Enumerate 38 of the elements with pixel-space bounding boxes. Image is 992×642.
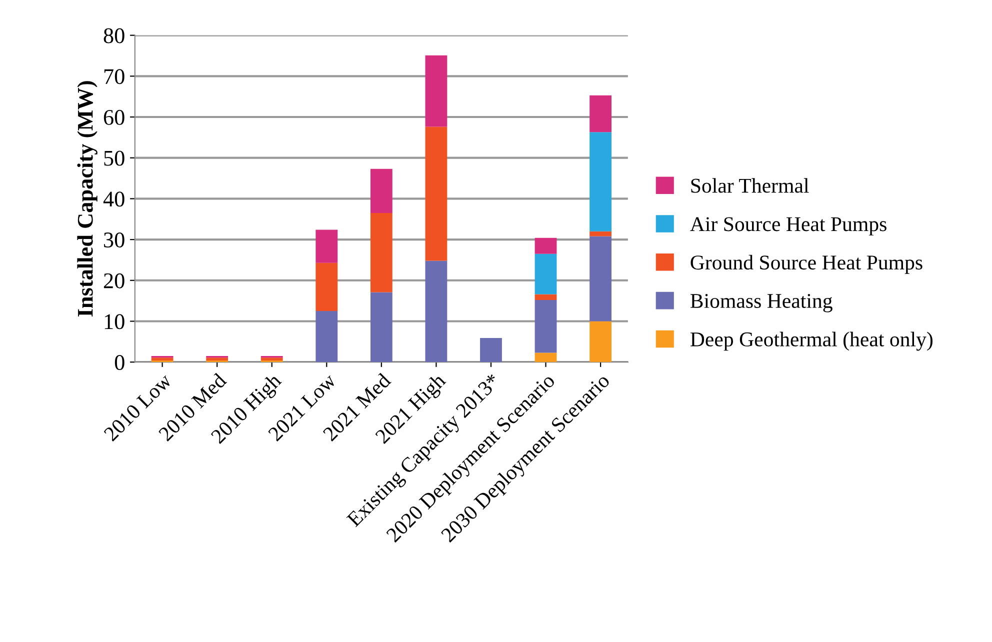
bar <box>151 358 174 360</box>
bar <box>590 95 612 132</box>
y-tick-label: 40 <box>103 192 124 207</box>
y-tick-label: 70 <box>104 69 124 84</box>
bar <box>316 262 338 312</box>
bar <box>206 358 228 360</box>
y-tick-label: 80 <box>104 28 124 44</box>
bar <box>480 338 502 362</box>
bar <box>590 236 612 322</box>
bar <box>534 352 557 362</box>
legend-label: Solar Thermal <box>691 178 809 193</box>
y-tick-label: 60 <box>104 110 124 125</box>
bar <box>370 292 392 362</box>
y-tick-label: 50 <box>104 150 124 166</box>
y-axis-title: Installed Capacity (MW) <box>77 81 98 316</box>
bar <box>590 132 612 232</box>
bar <box>370 212 392 292</box>
bar <box>534 238 557 254</box>
bar <box>590 321 612 362</box>
bar <box>534 294 557 300</box>
y-tick-label: 10 <box>104 314 124 330</box>
bar <box>370 168 392 213</box>
bar <box>425 260 448 362</box>
bar <box>316 230 338 263</box>
bar <box>260 358 283 360</box>
bar <box>425 126 448 261</box>
bar <box>425 55 448 127</box>
y-tick-label: 0 <box>114 355 124 370</box>
bar <box>534 300 557 353</box>
y-tick-label: 20 <box>104 273 124 288</box>
bar <box>534 254 557 294</box>
bar <box>590 231 612 236</box>
bar <box>316 311 338 362</box>
legend-label: Air Source Heat Pumps <box>690 217 886 236</box>
legend-label: Deep Geothermal (heat only) <box>690 332 932 351</box>
y-tick-label: 30 <box>104 232 124 248</box>
legend-label: Ground Source Heat Pumps <box>690 254 922 274</box>
legend-label: Biomass Heating <box>690 294 832 312</box>
